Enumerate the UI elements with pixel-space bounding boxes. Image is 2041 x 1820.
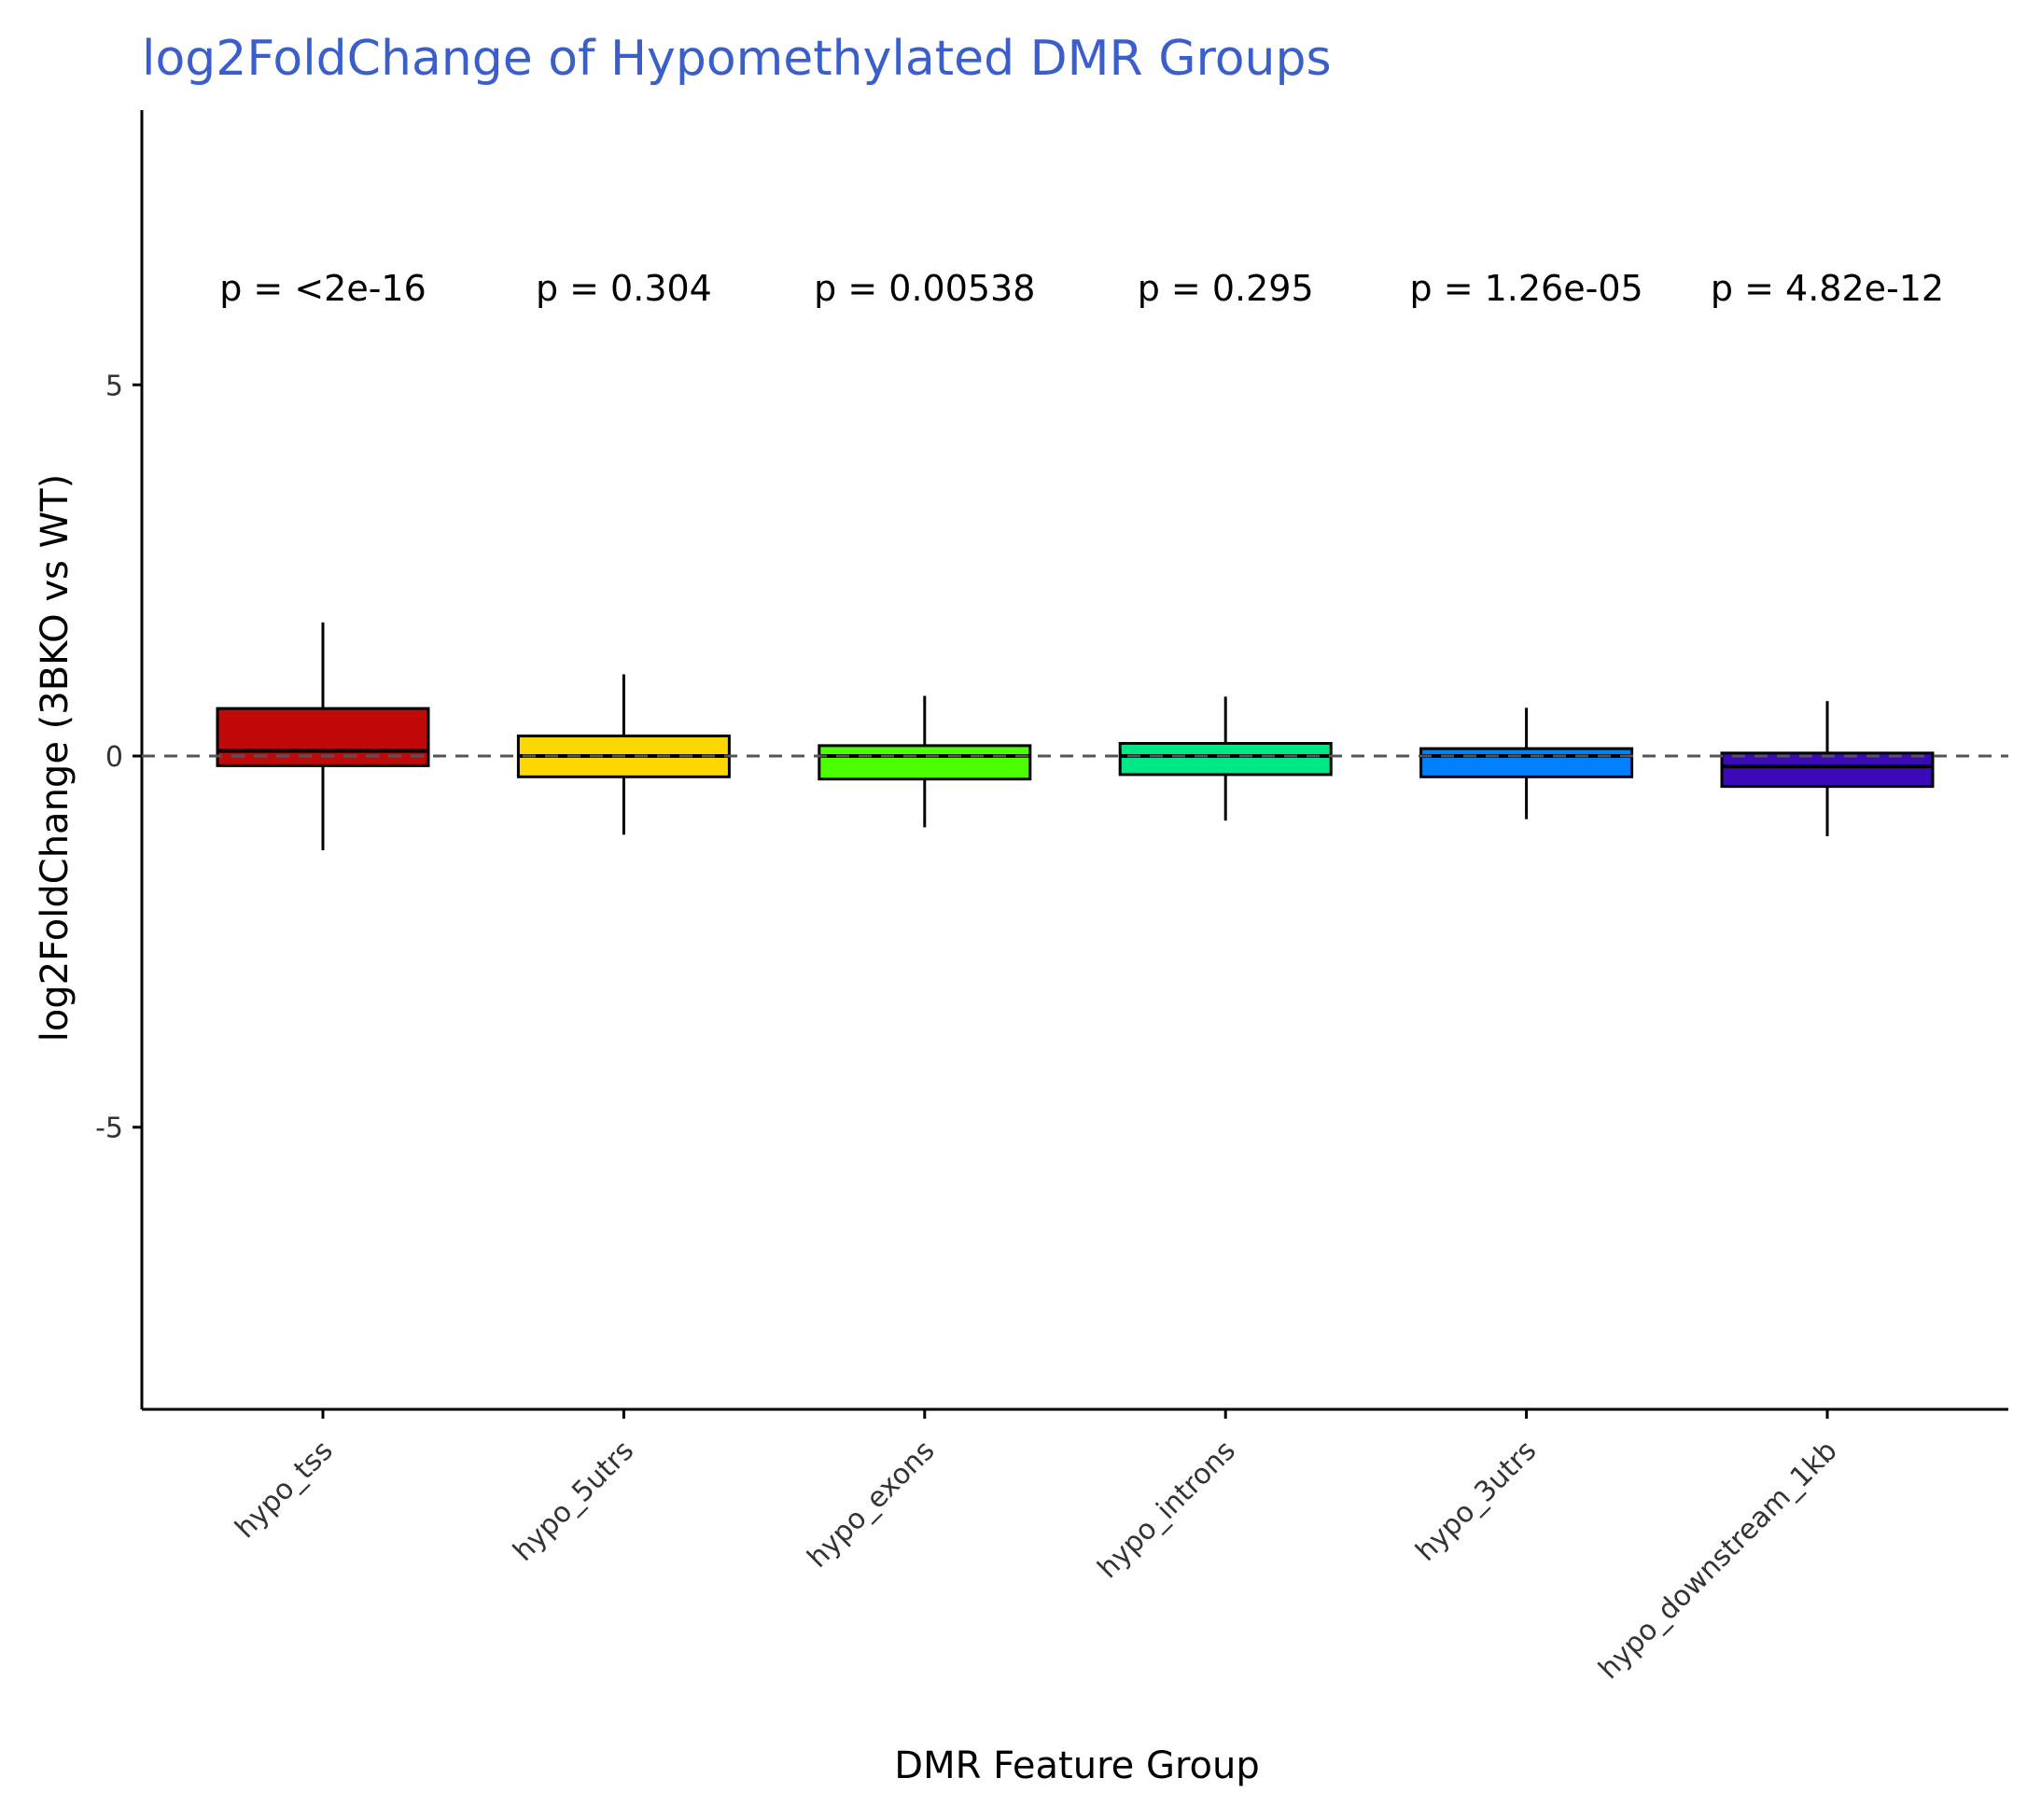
y-tick-label: -5 xyxy=(95,1113,123,1145)
x-tick-label: hypo_5utrs xyxy=(507,1435,640,1568)
p-value-label: p = 1.26e-05 xyxy=(1410,268,1643,309)
box-hypo_introns xyxy=(1118,696,1333,821)
x-tick-label: hypo_introns xyxy=(1092,1435,1242,1585)
x-axis-title: DMR Feature Group xyxy=(894,1744,1259,1787)
chart-title: log2FoldChange of Hypomethylated DMR Gro… xyxy=(142,31,1332,87)
box-body xyxy=(1118,742,1333,777)
y-axis-title: log2FoldChange (3BKO vs WT) xyxy=(34,474,77,1042)
x-tick-label: hypo_tss xyxy=(229,1435,339,1545)
box-body xyxy=(818,744,1032,781)
p-value-label: p = 0.295 xyxy=(1138,268,1314,309)
box-body xyxy=(1419,747,1634,778)
box-hypo_exons xyxy=(818,695,1032,828)
y-tick-label: 0 xyxy=(105,741,123,774)
p-value-label: p = <2e-16 xyxy=(219,268,426,309)
box-hypo_3utrs xyxy=(1419,707,1634,819)
p-value-label: p = 0.00538 xyxy=(814,268,1035,309)
x-tick-label: hypo_downstream_1kb xyxy=(1592,1435,1843,1686)
box-hypo_tss xyxy=(216,622,430,851)
box-hypo_downstream_1kb xyxy=(1720,701,1935,836)
p-value-label: p = 0.304 xyxy=(536,268,712,309)
x-tick-label: hypo_3utrs xyxy=(1409,1435,1543,1568)
box-body xyxy=(1720,751,1935,789)
x-tick-label: hypo_exons xyxy=(802,1435,942,1575)
box-hypo_5utrs xyxy=(516,674,731,835)
y-tick-label: 5 xyxy=(105,370,123,402)
p-value-label: p = 4.82e-12 xyxy=(1711,268,1944,309)
plot-area: -5 0 5 p = <2e-16 p = 0.304 p = 0.00538 p = 0.… xyxy=(95,110,2008,1686)
